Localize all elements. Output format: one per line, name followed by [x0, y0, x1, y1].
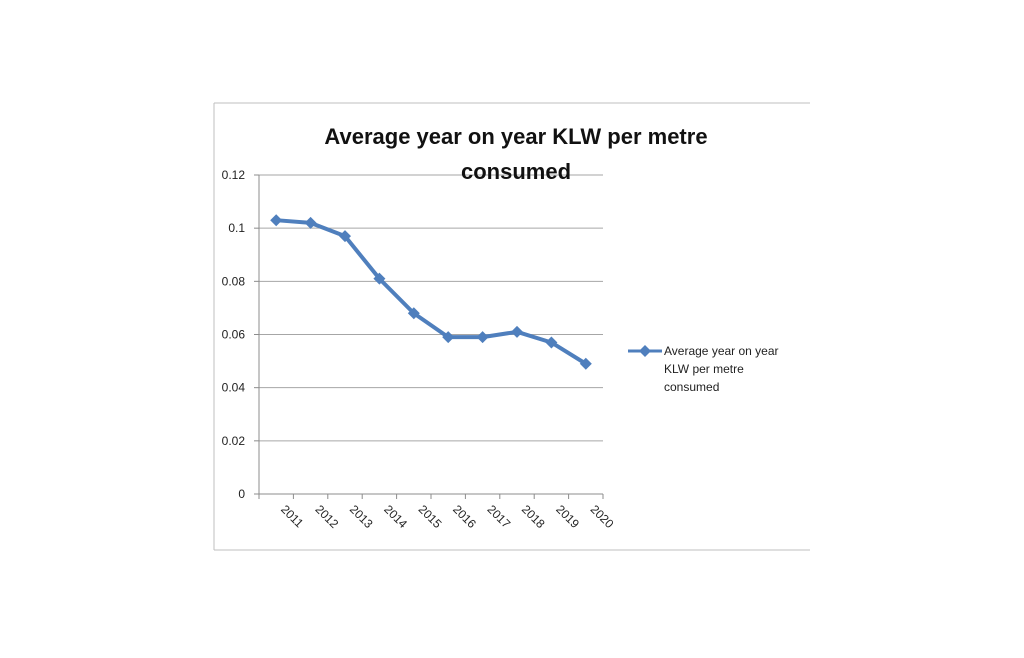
legend-diamond-marker — [639, 345, 651, 357]
legend-label-line-3: consumed — [664, 380, 719, 394]
series-line-0 — [274, 218, 588, 366]
x-tick-label: 2011 — [278, 502, 306, 530]
gridlines — [259, 174, 603, 442]
x-tick-label: 2013 — [347, 502, 376, 531]
x-tick-label: 2012 — [312, 502, 341, 531]
y-tick-label: 0 — [238, 487, 245, 501]
y-tick-label: 0.06 — [222, 328, 246, 342]
data-point-marker — [373, 272, 386, 285]
x-tick-label: 2015 — [416, 502, 445, 531]
x-tick-label: 2016 — [450, 502, 479, 531]
x-tick-label: 2014 — [381, 502, 410, 531]
data-point-marker — [545, 336, 558, 349]
legend: Average year on year KLW per metre consu… — [628, 344, 779, 394]
data-point-marker — [270, 214, 283, 227]
data-point-marker — [407, 307, 420, 320]
data-point-marker — [304, 216, 317, 229]
chart-area-border — [213, 102, 810, 551]
data-point-marker — [339, 230, 351, 243]
data-point-marker — [511, 325, 523, 338]
series-line — [270, 214, 592, 370]
x-tick-label: 2020 — [588, 502, 617, 531]
chart-title: Average year on year KLW per metre consu… — [324, 124, 707, 184]
chart-title-line-1: Average year on year KLW per metre — [324, 124, 707, 149]
legend-label-line-1: Average year on year — [664, 344, 779, 358]
data-point-marker — [579, 357, 592, 370]
y-tick-label: 0.08 — [222, 274, 246, 288]
data-point-marker — [476, 331, 489, 344]
x-tick-label: 2017 — [484, 502, 513, 531]
legend-label-line-2: KLW per metre — [664, 362, 744, 376]
y-tick-label: 0.04 — [222, 381, 246, 395]
x-tick-label: 2018 — [519, 502, 548, 531]
x-tick-label: 2019 — [553, 502, 582, 531]
data-point-marker — [442, 331, 455, 344]
chart-title-line-2: consumed — [461, 159, 571, 184]
y-tick-label: 0.02 — [222, 434, 246, 448]
y-tick-label: 0.1 — [228, 221, 245, 235]
y-tick-label: 0.12 — [222, 168, 246, 182]
